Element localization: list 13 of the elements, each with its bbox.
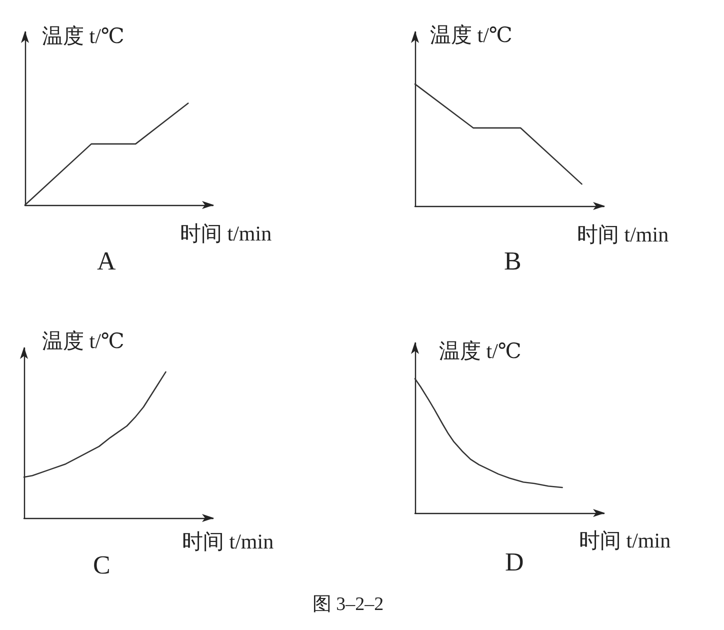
y-axis-title: 温度 t/℃	[42, 24, 124, 48]
x-axis-title: 时间 t/min	[579, 528, 672, 552]
x-axis-title: 时间 t/min	[577, 222, 670, 246]
text: C	[93, 550, 110, 580]
text: B	[504, 246, 522, 276]
x-axis-title: 时间 t/min	[180, 222, 272, 246]
text: D	[505, 548, 524, 576]
y-axis-title: 温度 t/℃	[439, 339, 522, 363]
y-axis-title: 温度 t/℃	[42, 329, 124, 353]
caption: 图 3–2–2	[312, 593, 384, 617]
x-axis-title: 时间 t/min	[182, 530, 274, 554]
y-axis-title: 温度 t/℃	[430, 23, 512, 47]
text: A	[97, 246, 116, 276]
